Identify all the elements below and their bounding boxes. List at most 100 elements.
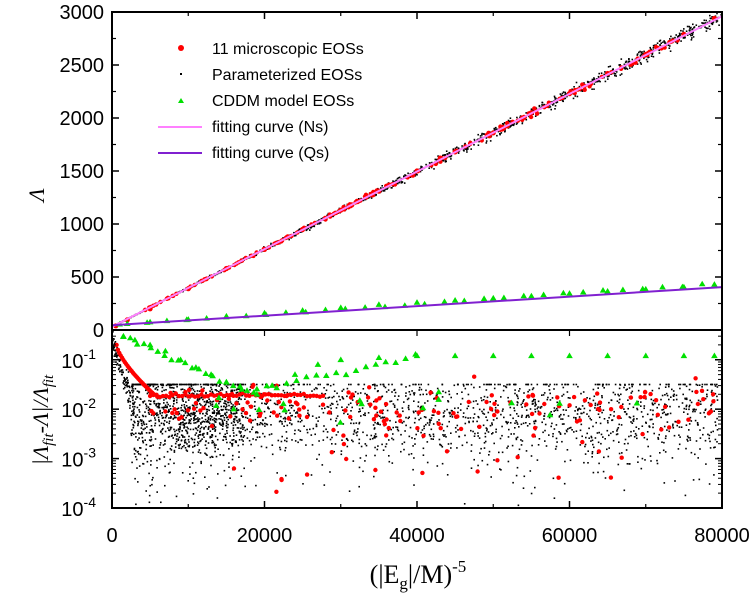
parameterized-residual-point — [429, 435, 432, 438]
parameterized-residual-point — [342, 398, 345, 400]
parameterized-residual-point — [595, 421, 597, 424]
microscopic-residual-point — [542, 401, 547, 407]
parameterized-residual-point — [236, 409, 239, 412]
microscopic-residual-point — [431, 409, 437, 414]
parameterized-residual-point — [348, 490, 351, 492]
parameterized-residual-point — [640, 411, 643, 413]
parameterized-residual-point — [127, 371, 130, 373]
parameterized-residual-point — [225, 403, 228, 406]
parameterized-residual-point — [127, 399, 129, 402]
parameterized-residual-point — [644, 459, 646, 461]
parameterized-residual-point — [336, 392, 338, 395]
microscopic-residual-point — [653, 398, 659, 403]
parameterized-residual-point — [553, 410, 555, 412]
parameterized-residual-point — [201, 438, 203, 440]
parameterized-residual-point — [119, 364, 122, 366]
parameterized-residual-point — [358, 438, 361, 441]
parameterized-residual-point — [486, 429, 488, 432]
parameterized-residual-point — [350, 383, 352, 386]
parameterized-residual-point — [583, 407, 586, 410]
parameterized-point — [645, 58, 648, 61]
parameterized-point — [509, 125, 512, 128]
parameterized-point — [401, 181, 403, 184]
parameterized-residual-point — [180, 383, 182, 386]
parameterized-point — [639, 61, 642, 64]
parameterized-residual-point — [602, 409, 605, 411]
parameterized-residual-point — [584, 453, 587, 455]
parameterized-residual-point — [392, 403, 395, 405]
parameterized-residual-point — [361, 407, 364, 409]
parameterized-residual-point — [218, 410, 220, 412]
parameterized-residual-point — [294, 416, 297, 418]
microscopic-residual-point — [304, 394, 310, 399]
parameterized-residual-point — [225, 414, 227, 417]
x-tick-label: 60000 — [542, 525, 598, 547]
parameterized-residual-point — [193, 413, 196, 415]
parameterized-residual-point — [346, 406, 348, 409]
parameterized-residual-point — [444, 391, 447, 394]
parameterized-point — [477, 138, 479, 141]
parameterized-point — [307, 227, 310, 230]
parameterized-point — [512, 124, 514, 126]
microscopic-residual-point — [532, 425, 538, 431]
parameterized-residual-point — [194, 390, 196, 393]
parameterized-point — [403, 182, 406, 184]
parameterized-residual-point — [534, 399, 536, 401]
parameterized-residual-point — [155, 413, 157, 415]
parameterized-residual-point — [618, 398, 621, 401]
parameterized-residual-point — [331, 396, 333, 399]
microscopic-residual-point — [163, 409, 168, 414]
cddm-point — [659, 283, 666, 290]
microscopic-residual-point — [398, 418, 403, 424]
parameterized-residual-point — [499, 468, 501, 470]
parameterized-point — [496, 128, 499, 131]
microscopic-residual-point — [373, 467, 378, 473]
parameterized-residual-point — [711, 383, 714, 386]
parameterized-residual-point — [199, 452, 202, 454]
xlabel-sup: -5 — [452, 557, 466, 576]
parameterized-point — [628, 58, 630, 60]
parameterized-residual-point — [145, 443, 148, 446]
parameterized-residual-point — [183, 410, 185, 412]
parameterized-residual-point — [627, 407, 629, 410]
parameterized-residual-point — [652, 413, 654, 416]
parameterized-residual-point — [159, 442, 162, 444]
microscopic-residual-point — [694, 389, 699, 395]
parameterized-point — [555, 97, 557, 100]
parameterized-residual-point — [602, 436, 604, 438]
parameterized-residual-point — [680, 426, 683, 428]
parameterized-residual-point — [228, 448, 230, 450]
cddm-point — [599, 287, 607, 293]
parameterized-residual-point — [316, 387, 318, 390]
parameterized-residual-point — [214, 426, 217, 428]
cddm-residual-point — [268, 382, 276, 388]
parameterized-point — [561, 92, 564, 95]
parameterized-residual-point — [612, 391, 615, 394]
parameterized-residual-point — [127, 385, 129, 388]
parameterized-residual-point — [232, 424, 235, 427]
parameterized-residual-point — [348, 383, 350, 386]
parameterized-point — [669, 38, 671, 40]
parameterized-residual-point — [559, 433, 562, 435]
parameterized-residual-point — [590, 440, 592, 442]
parameterized-residual-point — [483, 447, 486, 449]
parameterized-point — [691, 37, 693, 39]
parameterized-residual-point — [456, 393, 458, 395]
parameterized-residual-point — [200, 460, 202, 463]
parameterized-point — [658, 49, 660, 52]
parameterized-residual-point — [694, 453, 696, 456]
parameterized-residual-point — [664, 394, 666, 396]
parameterized-residual-point — [150, 436, 152, 438]
parameterized-residual-point — [606, 429, 609, 432]
parameterized-residual-point — [417, 430, 419, 432]
parameterized-point — [468, 145, 471, 147]
parameterized-residual-point — [473, 413, 476, 415]
microscopic-residual-point — [371, 417, 377, 422]
parameterized-residual-point — [335, 434, 338, 436]
microscopic-residual-point — [344, 456, 349, 462]
parameterized-residual-point — [181, 388, 184, 390]
parameterized-residual-point — [541, 421, 543, 424]
parameterized-residual-point — [173, 449, 176, 452]
parameterized-residual-point — [716, 429, 719, 431]
parameterized-residual-point — [612, 439, 615, 442]
